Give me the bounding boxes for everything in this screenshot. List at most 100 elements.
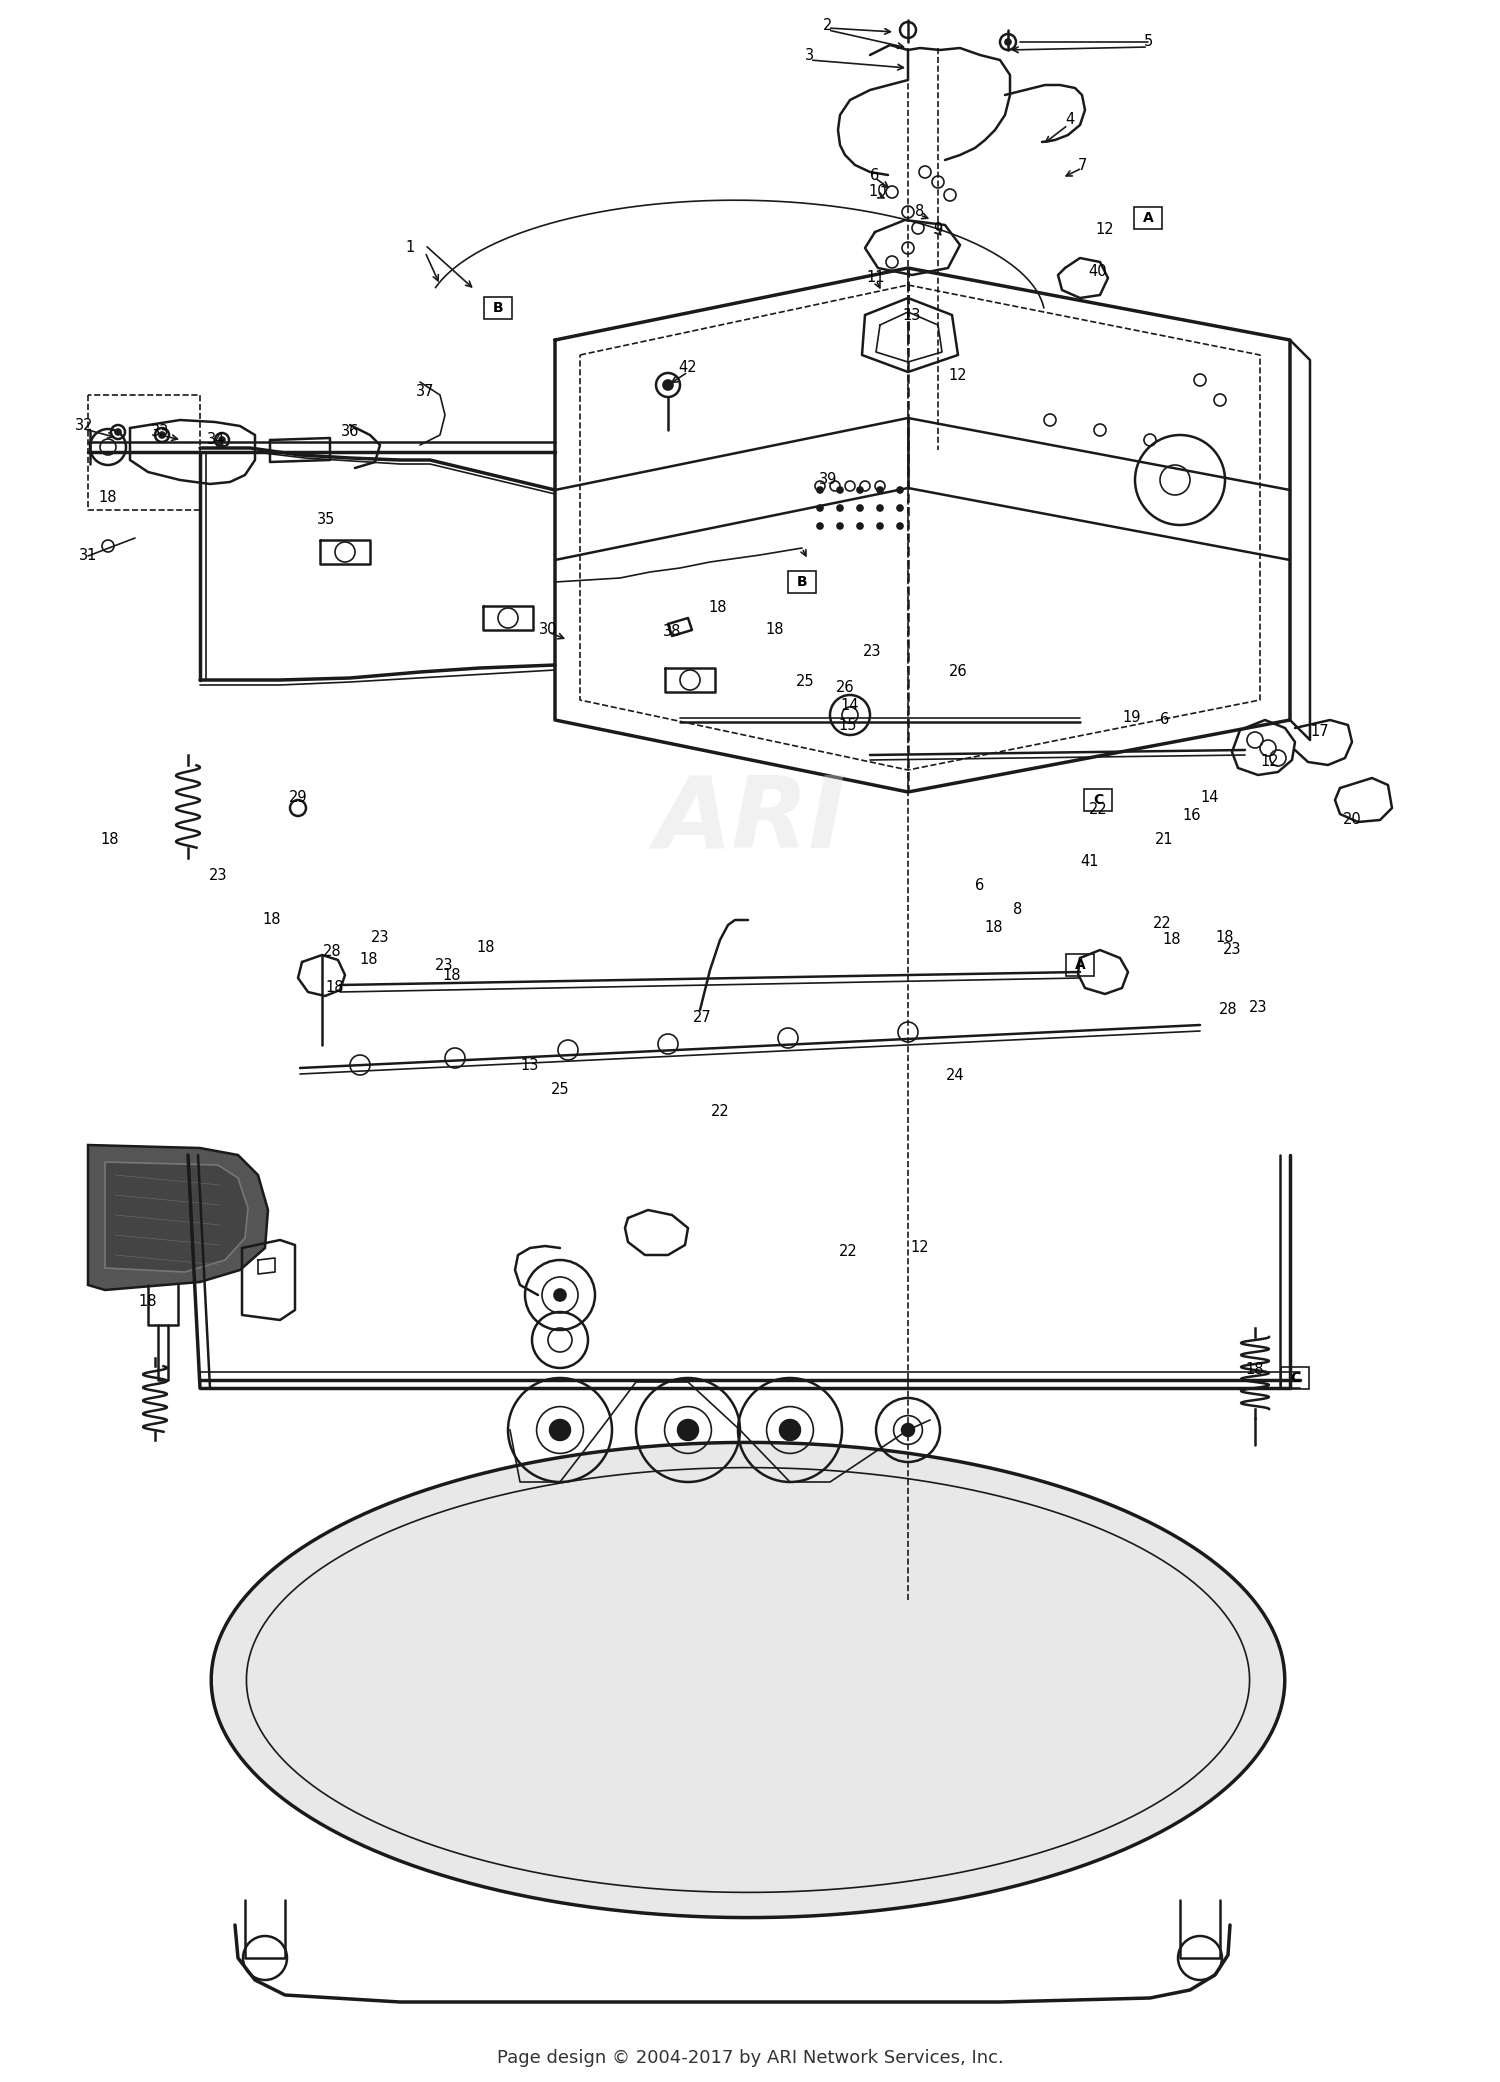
Text: 27: 27: [693, 1010, 711, 1026]
Text: 23: 23: [209, 868, 228, 883]
Circle shape: [116, 429, 122, 435]
Text: 2: 2: [824, 17, 833, 33]
Circle shape: [818, 487, 824, 493]
Text: 12: 12: [910, 1241, 930, 1255]
Text: 6: 6: [975, 877, 984, 893]
Text: 23: 23: [862, 645, 882, 660]
Circle shape: [837, 506, 843, 510]
Polygon shape: [105, 1162, 248, 1272]
Text: 36: 36: [340, 425, 358, 439]
Text: 3: 3: [806, 48, 814, 62]
Text: 40: 40: [1089, 264, 1107, 279]
Text: 18: 18: [765, 623, 784, 637]
Text: 10: 10: [868, 185, 888, 200]
Text: 6: 6: [870, 167, 879, 183]
Circle shape: [554, 1289, 566, 1301]
Text: 21: 21: [1155, 833, 1173, 847]
Circle shape: [902, 1424, 915, 1437]
Bar: [1134, 206, 1162, 229]
Text: C: C: [1290, 1372, 1300, 1385]
Bar: [1281, 1368, 1310, 1389]
Circle shape: [878, 487, 884, 493]
Text: 23: 23: [1248, 1001, 1268, 1016]
Circle shape: [663, 381, 674, 389]
Circle shape: [837, 523, 843, 529]
Text: 1: 1: [405, 242, 414, 256]
Polygon shape: [88, 1145, 268, 1291]
Text: 29: 29: [288, 791, 308, 806]
Text: 32: 32: [75, 418, 93, 433]
Text: C: C: [1094, 793, 1102, 808]
Text: 22: 22: [711, 1103, 729, 1120]
Circle shape: [818, 523, 824, 529]
Text: 18: 18: [477, 941, 495, 956]
Text: 18: 18: [708, 600, 728, 616]
Circle shape: [856, 506, 862, 510]
Text: 4: 4: [1065, 112, 1074, 127]
Bar: [484, 298, 512, 319]
Text: ARI: ARI: [654, 772, 846, 868]
Text: 18: 18: [138, 1295, 158, 1310]
Text: 20: 20: [1342, 812, 1362, 827]
Bar: [1066, 954, 1094, 976]
Text: 18: 18: [100, 833, 120, 847]
Text: 30: 30: [538, 623, 558, 637]
Text: 18: 18: [262, 912, 282, 926]
Circle shape: [856, 487, 862, 493]
Text: 16: 16: [1182, 808, 1202, 822]
Text: B: B: [796, 575, 807, 589]
Text: 18: 18: [1162, 933, 1182, 947]
Text: 23: 23: [435, 958, 453, 974]
Circle shape: [837, 487, 843, 493]
Text: 8: 8: [915, 204, 924, 219]
Text: 39: 39: [819, 473, 837, 487]
Text: 12: 12: [1260, 754, 1280, 770]
Text: 11: 11: [867, 271, 885, 285]
Bar: [1084, 789, 1112, 812]
Text: 15: 15: [839, 718, 858, 733]
Text: B: B: [492, 302, 504, 314]
Text: 6: 6: [1161, 712, 1170, 727]
Circle shape: [818, 506, 824, 510]
Text: 13: 13: [520, 1058, 538, 1072]
Text: 23: 23: [370, 931, 390, 945]
Text: 14: 14: [1200, 791, 1219, 806]
Text: 18: 18: [984, 920, 1004, 935]
Text: 13: 13: [903, 308, 921, 323]
Circle shape: [897, 487, 903, 493]
Circle shape: [1005, 40, 1011, 46]
Text: 18: 18: [442, 968, 462, 983]
Text: 38: 38: [663, 625, 681, 639]
Circle shape: [549, 1420, 570, 1441]
Text: 26: 26: [836, 681, 855, 695]
Circle shape: [856, 523, 862, 529]
Text: 18: 18: [99, 491, 117, 506]
Text: 12: 12: [1095, 223, 1114, 237]
Circle shape: [678, 1420, 699, 1441]
Circle shape: [897, 523, 903, 529]
Circle shape: [878, 523, 884, 529]
Text: 23: 23: [1222, 943, 1242, 958]
Text: 37: 37: [416, 385, 435, 400]
Text: 18: 18: [1245, 1362, 1264, 1378]
Text: 22: 22: [1089, 802, 1107, 818]
Text: 12: 12: [948, 369, 968, 383]
Text: 19: 19: [1122, 710, 1142, 725]
Text: 41: 41: [1080, 854, 1100, 870]
Text: 42: 42: [678, 360, 698, 375]
Text: 28: 28: [1218, 1004, 1237, 1018]
Text: 18: 18: [1215, 931, 1234, 945]
Circle shape: [780, 1420, 801, 1441]
Text: 8: 8: [1014, 902, 1023, 918]
Text: 31: 31: [80, 548, 98, 564]
Text: 5: 5: [1143, 35, 1152, 50]
Circle shape: [159, 431, 165, 437]
Text: 18: 18: [326, 981, 344, 995]
Text: 9: 9: [933, 223, 942, 237]
Text: A: A: [1143, 210, 1154, 225]
Text: 24: 24: [945, 1068, 964, 1083]
Text: 17: 17: [1311, 725, 1329, 739]
Text: 28: 28: [322, 945, 342, 960]
Circle shape: [897, 506, 903, 510]
Text: 18: 18: [360, 951, 378, 968]
